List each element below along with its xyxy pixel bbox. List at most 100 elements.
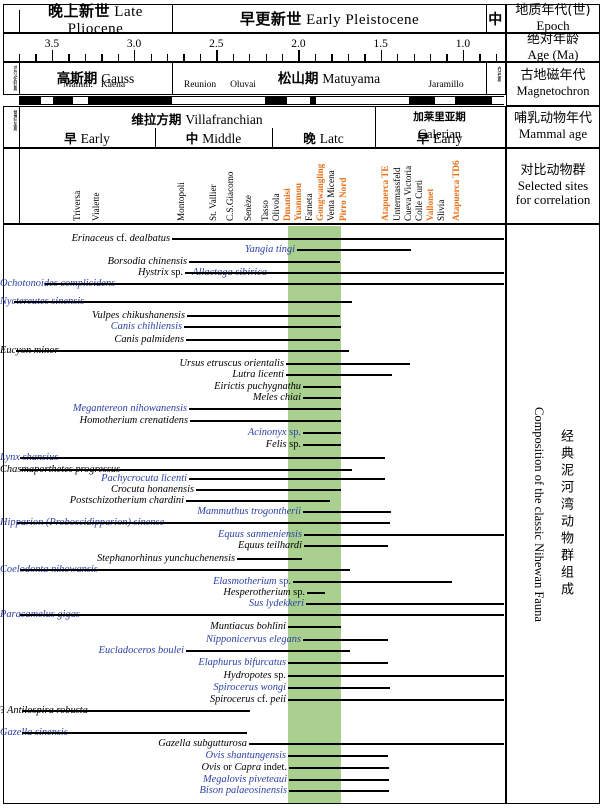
range-bar (187, 315, 340, 318)
taxon-label-12: Lutra licenti (232, 369, 284, 380)
range-bar (288, 675, 504, 678)
taxon-label-41: ? Antilospira robusta (0, 705, 88, 716)
range-bar (288, 626, 341, 629)
taxon-label-39: Spirocerus wongi (213, 682, 286, 693)
epoch-cell-0: 晚上新世 Late Pliocene (19, 2, 172, 37)
range-bar (184, 326, 341, 329)
range-bar (288, 755, 388, 758)
age-tick (314, 54, 317, 61)
site-label-17: Colle Curti (414, 179, 424, 221)
right-label-body: Composition of the classic Nihewan Fauna… (506, 224, 600, 804)
age-tick (101, 54, 103, 61)
range-bar (307, 592, 325, 595)
range-bar (289, 779, 389, 782)
taxon-label-16: Homotherium crenatidens (79, 415, 188, 426)
subchron-label: Oluvai (230, 80, 256, 90)
site-label-13: Pirro Nord (338, 177, 348, 221)
range-bar (289, 767, 389, 770)
taxon-label-7: Vulpes chikushanensis (91, 310, 185, 321)
mammal-age-1: 加莱里亚期 Galerian (413, 111, 466, 141)
epoch-label-0: 晚上新世 Late Pliocene (48, 1, 143, 37)
range-bar (16, 350, 349, 353)
range-bar (186, 339, 340, 342)
age-tick (134, 50, 136, 61)
polarity-reversed (435, 97, 455, 104)
site-label-15: Untermassfeld (392, 167, 402, 221)
right-label-age-line: 绝对年龄 (526, 31, 579, 47)
right-label-epoch: 地质年代(世) Epoch (506, 2, 600, 33)
range-bar (185, 272, 504, 275)
range-bar (17, 522, 390, 525)
subchron-label: Mamm. (63, 80, 93, 90)
site-label-14: Atapuerca TE (380, 165, 390, 221)
site-label-2: Montopoli (176, 182, 186, 221)
range-bar (304, 545, 388, 548)
range-bar (172, 238, 504, 241)
mammal-subage: 早 Early (416, 131, 463, 146)
polarity-reversed (41, 97, 53, 104)
age-tick (35, 54, 37, 61)
taxon-label-22: Crocuta honanensis (110, 484, 194, 495)
age-row (3, 33, 506, 62)
site-label-0: Triversa (72, 190, 82, 221)
right-label-sites-line: for correlation (515, 192, 591, 208)
taxon-label-0: Erinaceus cf. dealbatus (71, 233, 170, 244)
range-bar (189, 408, 341, 411)
range-bar (20, 457, 385, 460)
range-bar (237, 558, 302, 561)
polarity-reversed (316, 97, 409, 104)
taxon-label-30: Elasmotherium sp. (213, 576, 291, 587)
taxon-label-5: Ochotonoides complicidens (0, 278, 115, 289)
age-tick (216, 50, 218, 61)
site-label-12: Venta Micena (326, 170, 336, 221)
range-bar (22, 732, 247, 735)
age-tick (183, 54, 185, 61)
age-tick (380, 50, 382, 61)
taxon-label-37: Elaphurus bifurcatus (198, 657, 286, 668)
site-label-8: Dmanisi (282, 188, 292, 221)
range-bar (22, 710, 250, 713)
mammal-age-row (3, 106, 506, 148)
subchron-label: Reunion (183, 80, 217, 90)
age-tick-label: 3.0 (126, 38, 142, 50)
taxon-label-43: Gazella subgutturosa (158, 738, 247, 749)
taxon-label-34: Muntiacus bohlini (210, 621, 286, 632)
range-bar (303, 639, 388, 642)
site-label-16: Cueva Victoria (403, 165, 413, 221)
range-bar (45, 283, 504, 286)
mammal-subage-divider (272, 128, 274, 147)
range-bar (20, 469, 352, 472)
highlight-band (288, 226, 341, 803)
range-bar (293, 581, 452, 584)
taxon-label-47: Bison palaeosinensis (199, 785, 287, 796)
right-label-magnetochron: 古地磁年代 Magnetochron (506, 62, 600, 106)
age-tick-label: 3.5 (44, 38, 60, 50)
right-label-mammal-age-line: 哺乳动物年代 (513, 111, 592, 127)
age-tick (331, 54, 333, 61)
taxon-label-14: Meles chiai (252, 392, 301, 403)
site-label-10: Farneta (304, 193, 314, 221)
taxon-label-36: Eucladoceros boulei (98, 645, 184, 656)
site-label-19: Slivia (436, 199, 446, 221)
age-tick-label: 2.5 (209, 38, 224, 50)
range-bar (288, 662, 388, 665)
range-bar (20, 614, 504, 617)
site-label-1: Vialette (91, 192, 101, 221)
age-tick (462, 50, 465, 61)
mammal-age-0: 维拉方期 Villafranchian (131, 112, 263, 127)
age-tick (298, 50, 300, 61)
epoch-cell-1: 早更新世 Early Pleistocene (172, 5, 486, 32)
range-bar (288, 687, 390, 690)
taxon-label-15: Megantereon nihowanensis (72, 403, 187, 414)
subchron-label: Kaena (100, 80, 126, 90)
age-tick (68, 54, 70, 61)
range-bar (304, 534, 504, 537)
epoch-label-2: 中 (488, 11, 503, 28)
right-label-epoch-line: 地质年代(世) (515, 2, 591, 18)
age-tick (397, 54, 399, 61)
taxon-label-31: Hesperotherium sp. (223, 587, 305, 598)
site-label-7: Olivola (271, 193, 281, 221)
site-label-4: C.S.Giacomo (225, 171, 235, 221)
mammal-subage: 中 Middle (185, 131, 242, 146)
